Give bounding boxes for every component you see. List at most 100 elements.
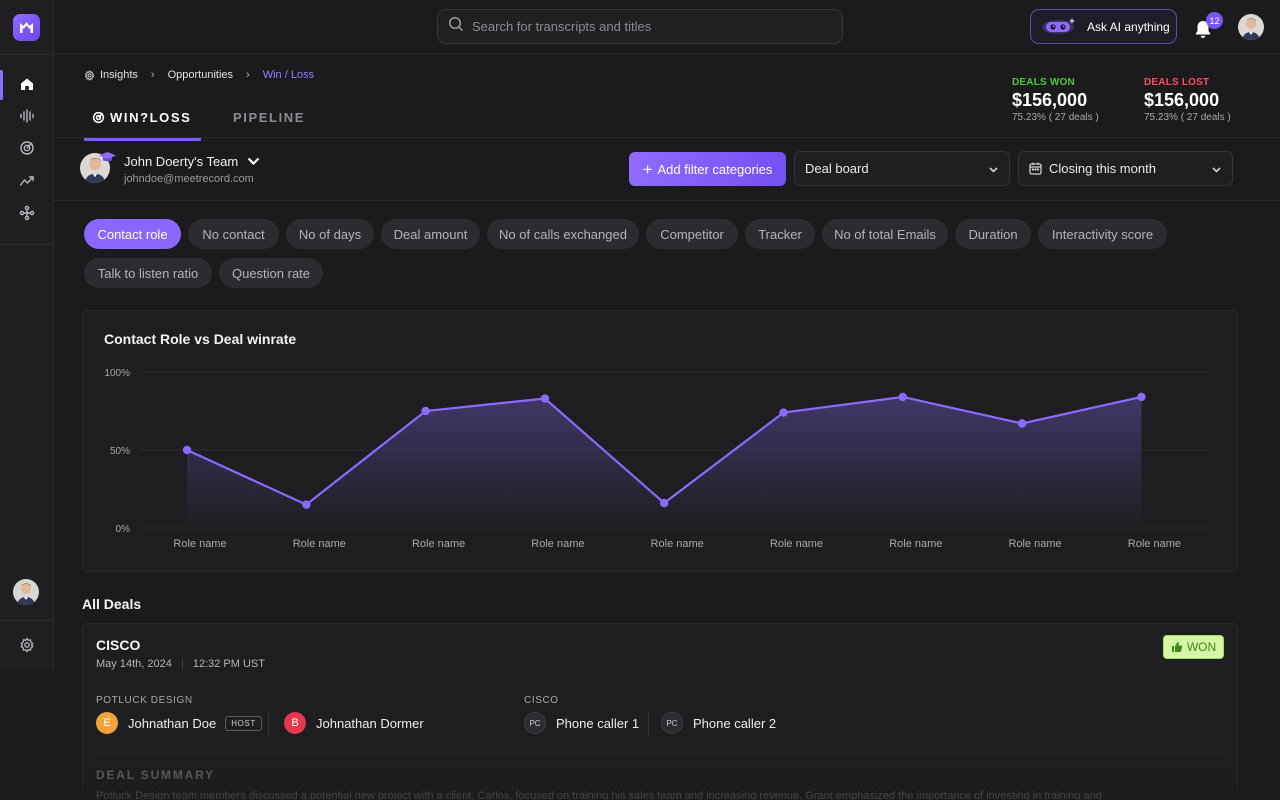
participant-name: Phone caller 2 bbox=[693, 715, 777, 731]
closing-date-select[interactable]: Closing this month bbox=[1018, 151, 1233, 186]
participant-avatar: E bbox=[96, 712, 118, 734]
deal-time: 12:32 PM UST bbox=[181, 658, 265, 670]
deal-summary-heading: DEAL SUMMARY bbox=[96, 768, 215, 782]
sidebar-user-avatar[interactable] bbox=[13, 579, 39, 605]
x-tick-label: Role name bbox=[651, 538, 704, 550]
plus-icon: + bbox=[642, 159, 653, 179]
chart-data-point[interactable] bbox=[779, 408, 788, 417]
deals-won-value: $156,000 bbox=[1012, 90, 1088, 110]
chevron-down-icon bbox=[247, 157, 260, 166]
search-box[interactable] bbox=[437, 9, 843, 44]
client-group-label: CISCO bbox=[524, 695, 559, 706]
breadcrumb-opportunities[interactable]: Opportunities bbox=[167, 69, 234, 81]
deals-won-sub: 75.23% ( 27 deals ) bbox=[1012, 112, 1099, 123]
chip-deal-amount[interactable]: Deal amount bbox=[381, 219, 480, 249]
chart-data-point[interactable] bbox=[1137, 392, 1146, 402]
chip-no-of-calls[interactable]: No of calls exchanged bbox=[487, 219, 639, 249]
x-tick-label: Role name bbox=[531, 538, 584, 550]
x-tick-label: Role name bbox=[889, 538, 942, 550]
y-tick-label: 100% bbox=[104, 368, 130, 379]
deal-company: CISCO bbox=[96, 637, 141, 653]
chart-title: Contact Role vs Deal winrate bbox=[104, 331, 297, 347]
tab-pipeline[interactable]: PIPELINE bbox=[233, 110, 306, 125]
chart-data-point[interactable] bbox=[182, 445, 192, 455]
home-icon[interactable] bbox=[16, 73, 38, 95]
calendar-icon bbox=[1029, 162, 1042, 175]
x-tick-label: Role name bbox=[770, 538, 823, 550]
integrations-icon[interactable] bbox=[16, 202, 38, 224]
ask-ai-button[interactable]: Ask AI anything bbox=[1030, 9, 1177, 44]
breadcrumb-current: Win / Loss bbox=[262, 69, 315, 81]
search-icon bbox=[448, 16, 464, 37]
deal-summary-text: Potluck Design team members discussed a … bbox=[96, 790, 1102, 800]
won-status-badge: WON bbox=[1163, 635, 1224, 659]
participant-name: Phone caller 1 bbox=[556, 715, 640, 731]
chip-tracker[interactable]: Tracker bbox=[745, 219, 815, 249]
deal-board-select[interactable]: Deal board bbox=[794, 151, 1010, 186]
filter-divider bbox=[54, 200, 1280, 201]
target-icon[interactable] bbox=[16, 137, 38, 159]
chip-question-rate[interactable]: Question rate bbox=[219, 258, 323, 288]
y-tick-label: 0% bbox=[116, 524, 131, 535]
x-tick-label: Role name bbox=[1008, 538, 1061, 550]
target-icon bbox=[92, 111, 105, 124]
ask-ai-label: Ask AI anything bbox=[1087, 19, 1170, 34]
chart-data-point[interactable] bbox=[421, 406, 430, 416]
chart-data-point[interactable] bbox=[898, 392, 907, 402]
chart-data-point[interactable] bbox=[660, 498, 669, 508]
deals-won-label: DEALS WON bbox=[1012, 77, 1075, 88]
chip-no-of-days[interactable]: No of days bbox=[286, 219, 374, 249]
breadcrumb-insights[interactable]: Insights bbox=[100, 69, 138, 81]
participant: E Johnathan Doe HOST bbox=[96, 712, 262, 734]
add-filter-label: Add filter categories bbox=[657, 161, 773, 177]
deal-date: May 14th, 2024 bbox=[96, 658, 172, 670]
add-filter-button[interactable]: + Add filter categories bbox=[629, 152, 786, 186]
graduation-cap-icon bbox=[99, 150, 116, 162]
deals-lost-sub: 75.23% ( 27 deals ) bbox=[1144, 112, 1231, 123]
thumbs-up-icon bbox=[1171, 641, 1183, 653]
deals-lost-stat: DEALS LOST $156,000 75.23% ( 27 deals ) bbox=[1144, 77, 1231, 123]
chip-no-contact[interactable]: No contact bbox=[188, 219, 279, 249]
chip-talk-listen-ratio[interactable]: Talk to listen ratio bbox=[84, 258, 212, 288]
top-bar: Ask AI anything 12 bbox=[54, 0, 1280, 54]
deals-lost-value: $156,000 bbox=[1144, 90, 1220, 110]
notification-count-badge: 12 bbox=[1206, 12, 1223, 29]
sidebar-active-indicator bbox=[0, 70, 3, 100]
x-tick-label: Role name bbox=[293, 538, 346, 550]
y-tick-label: 50% bbox=[110, 446, 130, 457]
ai-robot-icon bbox=[1037, 13, 1079, 40]
user-avatar[interactable] bbox=[1238, 14, 1264, 40]
all-deals-heading: All Deals bbox=[82, 596, 142, 612]
chip-no-of-emails[interactable]: No of total Emails bbox=[822, 219, 948, 249]
participant: PC Phone caller 2 bbox=[661, 712, 776, 734]
chip-interactivity-score[interactable]: Interactivity score bbox=[1038, 219, 1167, 249]
sidebar-divider bbox=[0, 54, 54, 55]
chip-duration[interactable]: Duration bbox=[955, 219, 1031, 249]
chip-contact-role[interactable]: Contact role bbox=[84, 219, 181, 249]
won-status-label: WON bbox=[1186, 640, 1217, 654]
deal-board-value: Deal board bbox=[805, 161, 869, 176]
participant-divider bbox=[648, 712, 649, 736]
waveform-icon[interactable] bbox=[16, 105, 38, 127]
tab-win-loss[interactable]: WIN?LOSS bbox=[84, 104, 201, 141]
tab-bar: WIN?LOSS PIPELINE bbox=[84, 104, 305, 141]
participant-avatar: PC bbox=[524, 712, 546, 734]
participant-avatar: PC bbox=[661, 712, 683, 734]
chip-competitor[interactable]: Competitor bbox=[646, 219, 738, 249]
app-logo[interactable] bbox=[13, 14, 40, 41]
deals-won-stat: DEALS WON $156,000 75.23% ( 27 deals ) bbox=[1012, 77, 1099, 123]
chart-data-point[interactable] bbox=[302, 500, 311, 509]
team-selector[interactable]: John Doerty's Team bbox=[124, 154, 260, 169]
chart-data-point[interactable] bbox=[540, 394, 550, 403]
chevron-right-icon: › bbox=[150, 69, 155, 81]
participant-divider bbox=[268, 712, 269, 736]
x-tick-label: Role name bbox=[412, 538, 465, 550]
settings-gear-icon[interactable] bbox=[16, 634, 38, 656]
search-input[interactable] bbox=[472, 19, 812, 34]
trend-icon[interactable] bbox=[16, 170, 38, 192]
host-badge: HOST bbox=[225, 715, 262, 731]
deal-datetime: May 14th, 2024 12:32 PM UST bbox=[96, 658, 265, 670]
chart-area bbox=[187, 396, 1142, 528]
closing-date-value: Closing this month bbox=[1049, 161, 1156, 176]
chart-data-point[interactable] bbox=[1017, 419, 1027, 428]
